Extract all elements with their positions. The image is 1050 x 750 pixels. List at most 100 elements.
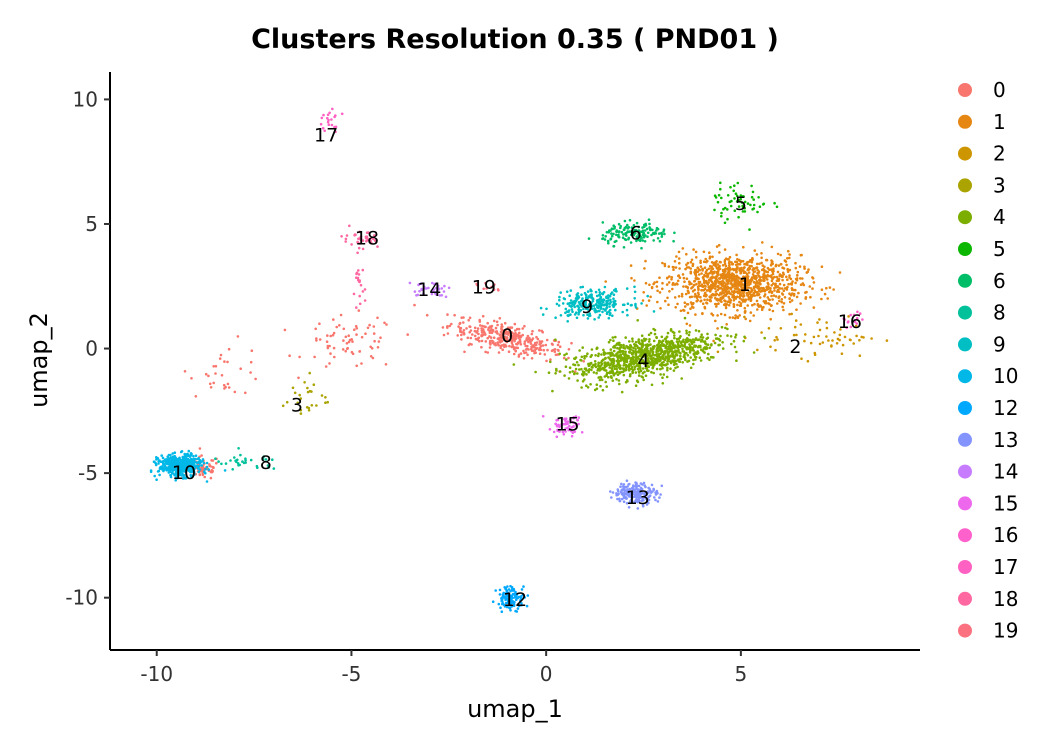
cluster-label-19: 19 [472,276,496,298]
data-point [244,391,247,395]
data-point [194,454,198,458]
data-point [332,331,336,335]
data-point [672,363,676,367]
data-point [766,270,770,274]
data-point [755,293,759,297]
data-point [614,372,617,375]
data-point [541,415,545,418]
data-point [753,294,756,297]
data-point [511,332,515,335]
data-point [780,275,784,279]
data-point [624,350,627,354]
data-point [766,278,769,281]
data-point [590,307,594,311]
data-point [716,200,720,204]
data-point [324,401,327,405]
data-point [477,332,480,336]
data-point [158,459,161,462]
data-point [250,349,254,353]
data-point [716,350,720,354]
data-point [468,316,472,320]
data-point [776,288,780,292]
data-point [770,304,773,307]
data-point [350,338,354,341]
data-point [630,498,633,501]
data-point [686,289,690,293]
data-point [741,210,745,213]
data-point [331,107,334,111]
data-point [538,329,541,332]
data-point [608,363,612,367]
legend-label-0: 0 [993,78,1006,102]
data-point [724,294,728,297]
data-point [538,352,542,356]
data-point [842,317,845,320]
data-point [210,468,214,472]
data-point [746,294,749,297]
data-point [313,355,316,359]
data-point [629,345,633,349]
data-point [738,262,742,266]
data-point [788,312,791,316]
legend-label-5: 5 [993,237,1006,261]
data-point [326,334,329,337]
data-point [689,267,692,270]
data-point [214,364,218,368]
data-point [340,112,344,116]
data-point [823,292,827,296]
data-point [799,302,802,305]
data-point [645,351,649,355]
data-point [176,458,180,461]
data-point [557,349,560,352]
data-point [634,302,637,306]
data-point [153,474,156,478]
data-point [632,233,636,237]
data-point [306,390,310,394]
data-point [168,460,172,464]
cluster-label-0: 0 [501,325,513,347]
data-point [705,289,709,292]
data-point [628,218,632,222]
data-point [694,250,698,254]
data-point [651,347,655,351]
data-point [214,457,217,461]
data-point [732,299,736,302]
data-point [639,369,643,373]
data-point [659,367,662,371]
data-point [515,596,519,599]
data-point [579,286,582,289]
data-point [162,459,165,463]
legend-label-18: 18 [993,587,1018,611]
data-point [743,210,747,213]
data-point [820,288,824,292]
data-point [677,295,681,298]
data-point [223,469,227,472]
data-point [679,352,682,355]
data-point [634,356,637,359]
data-point [328,344,331,348]
series-19-points [475,281,500,292]
data-point [626,223,629,227]
data-point [170,457,174,460]
data-point [617,235,620,238]
data-point [715,280,719,283]
data-point [420,282,423,285]
data-point [183,455,187,458]
data-point [211,465,214,469]
data-point [757,271,760,275]
data-point [734,333,738,337]
data-point [618,356,621,359]
data-point [577,363,580,367]
data-point [654,498,657,502]
data-point [612,297,615,301]
y-axis-title: umap_2 [25,312,53,408]
data-point [622,364,625,367]
data-point [562,356,566,360]
data-point [683,355,686,358]
data-point [531,329,534,333]
data-point [601,234,605,237]
data-point [234,459,237,463]
data-point [809,295,812,299]
data-point [723,262,727,266]
data-point [788,292,791,296]
